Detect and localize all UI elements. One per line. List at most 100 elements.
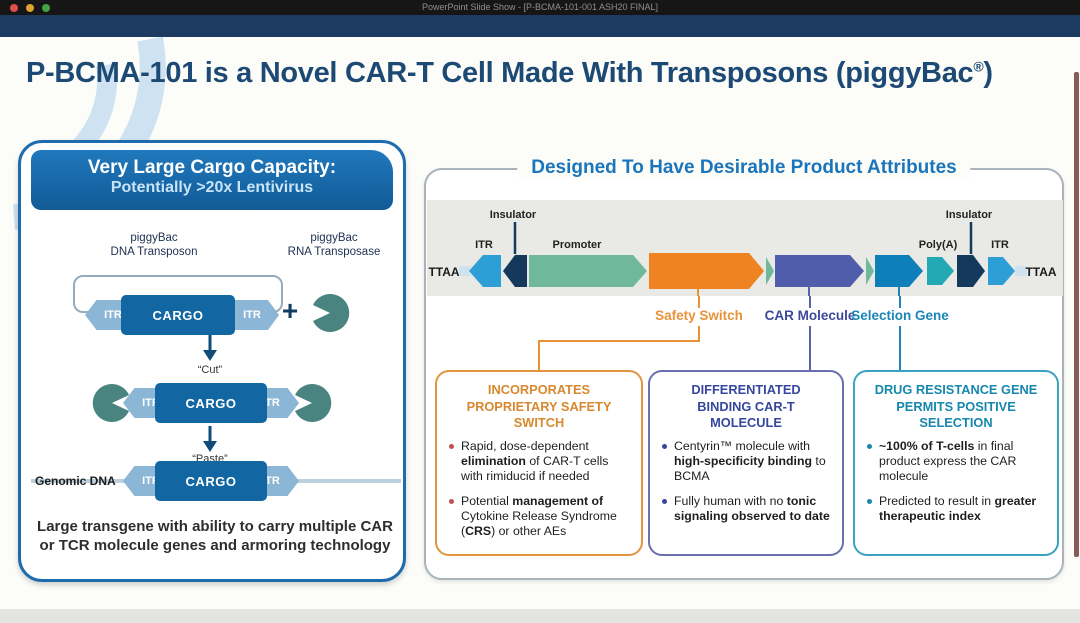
product-attributes-title: Designed To Have Desirable Product Attri… xyxy=(517,157,971,179)
selection-gene-label: Selection Gene xyxy=(851,308,949,323)
cargo-capacity-panel: Very Large Cargo Capacity: Potentially >… xyxy=(18,140,406,582)
cargo-capacity-header: Very Large Cargo Capacity: Potentially >… xyxy=(31,150,393,210)
itr-arrow: ITR xyxy=(233,300,279,330)
safety-switch-connector xyxy=(538,340,700,342)
bullet-text: Rapid, dose-dependent elimination of CAR… xyxy=(461,438,609,484)
cargo-label: CARGO xyxy=(152,307,204,323)
selection-gene-arrow xyxy=(875,255,923,287)
cargo-box: CARGO xyxy=(155,461,267,501)
car-molecule-arrow xyxy=(775,255,864,287)
maximize-button[interactable] xyxy=(42,3,50,12)
itr-label: ITR xyxy=(243,309,261,321)
rna-label-line2: RNA Transposase xyxy=(287,246,381,259)
selection-gene-connector xyxy=(899,296,901,308)
itr-label: ITR xyxy=(475,239,493,251)
dna-label-line2: DNA Transposon xyxy=(110,246,198,259)
ttaa-label-left: TTAA xyxy=(428,265,459,279)
insulator-label: Insulator xyxy=(490,209,537,221)
bullet-text: ~100% of T-cells in final product expres… xyxy=(879,438,1017,484)
minimize-button[interactable] xyxy=(26,3,34,12)
itr-label: ITR xyxy=(991,239,1009,251)
safety-switch-connector xyxy=(698,326,700,342)
rna-label-line1: piggyBac xyxy=(310,232,358,244)
bullet-icon xyxy=(662,498,667,504)
car-molecule-box: DIFFERENTIATED BINDING CAR-T MOLECULE Ce… xyxy=(648,370,844,556)
plus-sign: + xyxy=(281,295,299,326)
insulator-label: Insulator xyxy=(946,209,993,221)
dna-strand-segment xyxy=(1015,266,1027,276)
bullet-text: Centyrin™ molecule with high-specificity… xyxy=(674,438,826,484)
selection-gene-box: DRUG RESISTANCE GENE PERMITS POSITIVE SE… xyxy=(853,370,1059,556)
bullet-icon xyxy=(449,443,454,449)
down-arrow-icon xyxy=(203,335,217,361)
itr-arrow-right xyxy=(988,257,1015,285)
transposase-pacman-icon xyxy=(295,384,332,422)
gene-construct-diagram: TTAA TTAA xyxy=(428,209,1057,296)
car-molecule-connector xyxy=(809,296,811,308)
car-molecule-connector xyxy=(809,326,811,370)
polya-label: Poly(A) xyxy=(919,239,958,251)
slide-title-text: P-BCMA-101 is a Novel CAR-T Cell Made Wi… xyxy=(26,57,974,89)
insulator-arrow-left xyxy=(503,255,527,287)
registered-mark: ® xyxy=(973,58,984,75)
bullet-item: Fully human with no tonic signaling obse… xyxy=(662,494,834,524)
polya-arrow xyxy=(927,257,954,285)
bullet-item: Centyrin™ molecule with high-specificity… xyxy=(662,439,834,485)
promoter-label: Promoter xyxy=(553,239,603,251)
promoter-arrow xyxy=(529,255,647,287)
bullet-icon xyxy=(662,443,667,449)
car-molecule-label: CAR Molecule xyxy=(764,308,856,323)
cut-label: “Cut” xyxy=(197,364,223,376)
cargo-box: CARGO xyxy=(121,295,235,335)
cargo-capacity-title: Very Large Cargo Capacity: xyxy=(87,157,337,178)
window-titlebar: PowerPoint Slide Show - [P-BCMA-101-001 … xyxy=(0,0,1080,15)
selection-gene-connector xyxy=(899,326,901,370)
bullet-icon xyxy=(867,443,872,449)
rna-transposase-label: piggyBac RNA Transposase xyxy=(269,231,399,260)
dna-strand-segment xyxy=(459,266,471,276)
safety-switch-connector xyxy=(538,340,540,370)
screen-right-edge-strip xyxy=(1074,72,1079,557)
insulator-arrow-right xyxy=(957,255,985,287)
bullet-item: Predicted to result in greater therapeut… xyxy=(867,494,1049,524)
spacer-arrow xyxy=(866,257,874,285)
cargo-label: CARGO xyxy=(185,395,237,411)
safety-switch-box-header: INCORPORATES PROPRIETARY SAFETY SWITCH xyxy=(466,382,612,431)
down-arrow-icon xyxy=(203,426,217,452)
bullet-text: Fully human with no tonic signaling obse… xyxy=(674,493,830,523)
genomic-dna-label: Genomic DNA xyxy=(35,474,116,488)
bullet-text: Potential management of Cytokine Release… xyxy=(461,493,617,539)
car-molecule-box-header: DIFFERENTIATED BINDING CAR-T MOLECULE xyxy=(691,382,801,431)
bullet-icon xyxy=(867,498,872,504)
slide-title-close: ) xyxy=(983,57,993,89)
cargo-capacity-subtitle: Potentially >20x Lentivirus xyxy=(110,179,314,196)
bullet-item: ~100% of T-cells in final product expres… xyxy=(867,439,1049,485)
gene-construct-band: TTAA TTAA xyxy=(427,200,1063,296)
close-button[interactable] xyxy=(10,3,18,12)
product-attributes-panel: Designed To Have Desirable Product Attri… xyxy=(424,157,1064,580)
bullet-text: Predicted to result in greater therapeut… xyxy=(879,493,1037,523)
bullet-item: Rapid, dose-dependent elimination of CAR… xyxy=(449,439,633,485)
safety-switch-connector xyxy=(698,296,700,308)
safety-switch-label: Safety Switch xyxy=(655,308,743,323)
itr-arrow-left xyxy=(469,255,501,287)
slide-canvas[interactable]: P-BCMA-101 is a Novel CAR-T Cell Made Wi… xyxy=(0,37,1080,609)
itr-label: ITR xyxy=(104,309,122,321)
transposase-pacman-icon xyxy=(313,294,350,332)
slide-title: P-BCMA-101 is a Novel CAR-T Cell Made Wi… xyxy=(26,57,1066,90)
safety-switch-box: INCORPORATES PROPRIETARY SAFETY SWITCH R… xyxy=(435,370,643,556)
bullet-icon xyxy=(449,498,454,504)
spacer-arrow xyxy=(766,257,774,285)
dna-label-line1: piggyBac xyxy=(130,232,178,244)
screen-bottom-strip xyxy=(0,609,1080,623)
window-title: PowerPoint Slide Show - [P-BCMA-101-001 … xyxy=(421,2,659,12)
cargo-label: CARGO xyxy=(185,473,237,489)
transposase-pacman-icon xyxy=(92,384,129,422)
window-top-border xyxy=(0,15,1080,37)
ttaa-label-right: TTAA xyxy=(1025,265,1056,279)
cargo-box: CARGO xyxy=(155,383,267,423)
dna-transposon-label: piggyBac DNA Transposon xyxy=(89,231,219,260)
cargo-capacity-caption: Large transgene with ability to carry mu… xyxy=(37,518,393,555)
bullet-item: Potential management of Cytokine Release… xyxy=(449,494,633,540)
selection-gene-box-header: DRUG RESISTANCE GENE PERMITS POSITIVE SE… xyxy=(874,382,1038,431)
